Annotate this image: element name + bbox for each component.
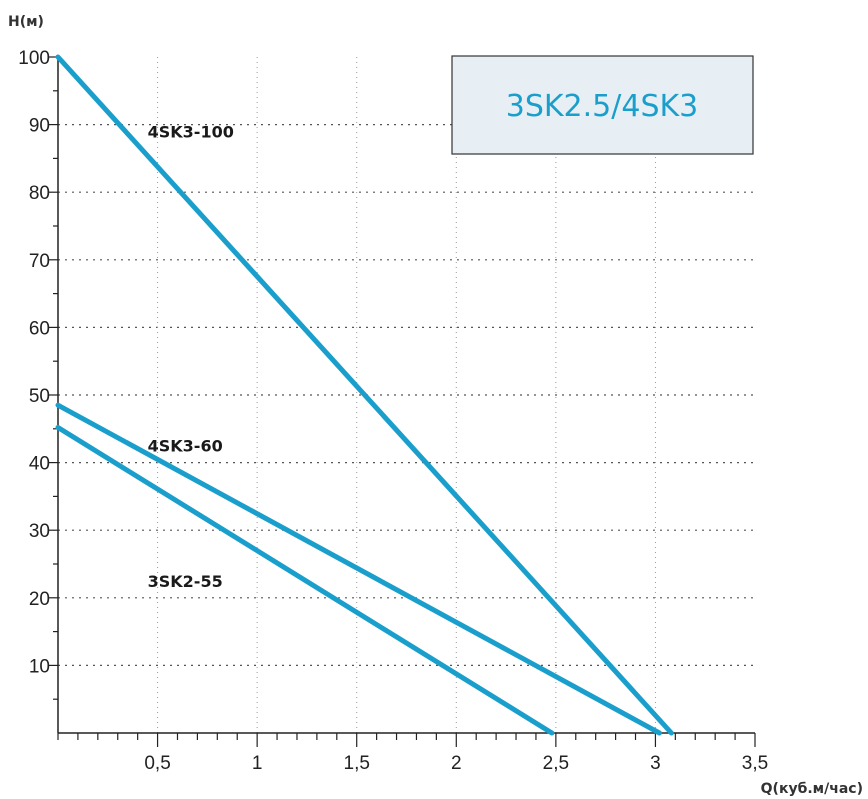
series-label-3sk2-55: 3SK2-55 (148, 572, 223, 591)
y-tick-label: 20 (29, 589, 50, 610)
title-box (451, 55, 754, 155)
series-line-4sk3-60 (55, 402, 662, 736)
series-labels: 4SK3-100 4SK3-60 3SK2-55 (148, 122, 234, 591)
series-line-3sk2-55 (55, 424, 555, 736)
series-line-4sk3-100 (55, 54, 674, 736)
y-tick-label: 80 (29, 183, 50, 204)
x-tick-label: 1 (252, 753, 263, 774)
x-tick-label: 2 (451, 753, 462, 774)
y-tick-label: 50 (29, 386, 50, 407)
axes (57, 57, 755, 734)
y-tick-label: 40 (29, 454, 50, 475)
y-tick-label: 60 (29, 318, 50, 339)
series (55, 54, 674, 736)
tick-labels: 10 20 30 40 50 60 70 80 90 100 0,5 1 1,5 2 2,5 3 3,5 (18, 48, 768, 774)
chart-title: 3SK2.5/4SK3 (506, 89, 699, 124)
ticks (48, 56, 756, 747)
x-axis-title: Q(куб.м/час) (761, 781, 863, 797)
x-tick-label: 0,5 (144, 753, 170, 774)
x-tick-label: 2,5 (543, 753, 569, 774)
x-tick-label: 1,5 (344, 753, 370, 774)
y-axis-title: H(м) (8, 14, 44, 30)
series-label-4sk3-100: 4SK3-100 (148, 122, 234, 141)
y-tick-label: 30 (29, 521, 50, 542)
y-tick-label: 100 (18, 48, 50, 69)
grid (58, 57, 755, 733)
series-label-4sk3-60: 4SK3-60 (148, 437, 223, 456)
x-tick-label: 3 (650, 753, 661, 774)
y-tick-label: 70 (29, 251, 50, 272)
title-box-group: 3SK2.5/4SK3 (451, 55, 754, 155)
y-tick-label: 90 (29, 116, 50, 137)
x-tick-label: 3,5 (742, 753, 768, 774)
y-tick-label: 10 (29, 656, 50, 677)
